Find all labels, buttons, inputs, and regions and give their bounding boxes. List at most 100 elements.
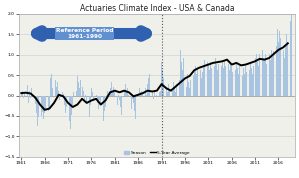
Bar: [161, 62, 162, 96]
Bar: [284, 58, 285, 96]
Bar: [237, 68, 238, 96]
Bar: [210, 62, 211, 96]
Bar: [249, 70, 250, 96]
Bar: [23, 96, 24, 98]
Bar: [183, 58, 184, 96]
Bar: [140, 92, 141, 96]
Bar: [56, 87, 57, 96]
Bar: [84, 96, 85, 100]
Bar: [286, 33, 287, 96]
Bar: [27, 85, 28, 96]
Bar: [106, 95, 107, 96]
Bar: [244, 74, 245, 96]
Bar: [64, 96, 65, 104]
Bar: [232, 72, 233, 96]
Bar: [279, 31, 280, 96]
Bar: [132, 96, 133, 99]
Bar: [276, 46, 277, 96]
Bar: [270, 60, 271, 96]
Bar: [235, 70, 236, 96]
Bar: [71, 96, 72, 115]
Bar: [151, 82, 152, 96]
Bar: [70, 96, 71, 129]
Bar: [190, 80, 191, 96]
Bar: [30, 96, 31, 98]
Bar: [257, 62, 258, 96]
Bar: [78, 82, 79, 96]
Bar: [127, 88, 128, 96]
Bar: [145, 88, 146, 96]
Bar: [50, 78, 51, 96]
Bar: [110, 88, 111, 96]
Bar: [107, 91, 108, 96]
Bar: [52, 88, 53, 96]
Bar: [180, 50, 181, 96]
Title: Actuaries Climate Index - USA & Canada: Actuaries Climate Index - USA & Canada: [80, 4, 234, 13]
Bar: [115, 96, 116, 99]
Bar: [45, 96, 46, 109]
Bar: [246, 72, 247, 96]
Bar: [245, 66, 246, 96]
Bar: [35, 96, 36, 104]
Bar: [111, 82, 112, 96]
Bar: [69, 96, 70, 121]
Bar: [181, 62, 182, 96]
Bar: [250, 62, 251, 96]
Bar: [42, 96, 43, 112]
Text: Reference Period
1961-1990: Reference Period 1961-1990: [56, 28, 113, 39]
Bar: [57, 82, 58, 96]
Bar: [229, 70, 230, 96]
Bar: [251, 68, 252, 96]
Bar: [117, 96, 118, 104]
Bar: [83, 91, 84, 96]
Bar: [34, 96, 35, 99]
Bar: [197, 68, 198, 96]
Bar: [255, 58, 256, 96]
Bar: [223, 68, 224, 96]
Bar: [25, 91, 26, 96]
Bar: [200, 70, 201, 96]
Bar: [162, 70, 163, 96]
Bar: [76, 91, 77, 96]
Bar: [96, 95, 97, 96]
Bar: [160, 91, 161, 96]
Bar: [172, 91, 173, 96]
Bar: [207, 62, 208, 96]
Bar: [148, 78, 149, 96]
Bar: [63, 94, 64, 96]
Bar: [243, 68, 244, 96]
Bar: [165, 58, 166, 96]
Bar: [225, 66, 226, 96]
Bar: [174, 88, 175, 96]
Bar: [227, 58, 228, 96]
Bar: [91, 88, 92, 96]
Bar: [153, 96, 154, 99]
Bar: [202, 72, 203, 96]
Bar: [216, 64, 217, 96]
Bar: [125, 84, 126, 96]
Bar: [224, 60, 225, 96]
Bar: [271, 50, 272, 96]
Bar: [37, 96, 38, 126]
Bar: [208, 64, 209, 96]
Bar: [262, 50, 263, 96]
Bar: [272, 56, 273, 96]
Bar: [79, 88, 80, 96]
Bar: [119, 96, 120, 100]
Bar: [128, 95, 129, 96]
Bar: [124, 91, 125, 96]
Bar: [242, 76, 243, 96]
Bar: [138, 95, 139, 96]
Bar: [105, 96, 106, 107]
Bar: [22, 91, 23, 96]
Bar: [141, 91, 142, 96]
Bar: [49, 96, 50, 107]
Bar: [21, 92, 22, 96]
Bar: [38, 96, 39, 117]
Bar: [241, 70, 242, 96]
Bar: [100, 96, 101, 104]
Bar: [260, 35, 261, 96]
Bar: [201, 78, 202, 96]
Bar: [230, 62, 231, 96]
Bar: [182, 70, 183, 96]
